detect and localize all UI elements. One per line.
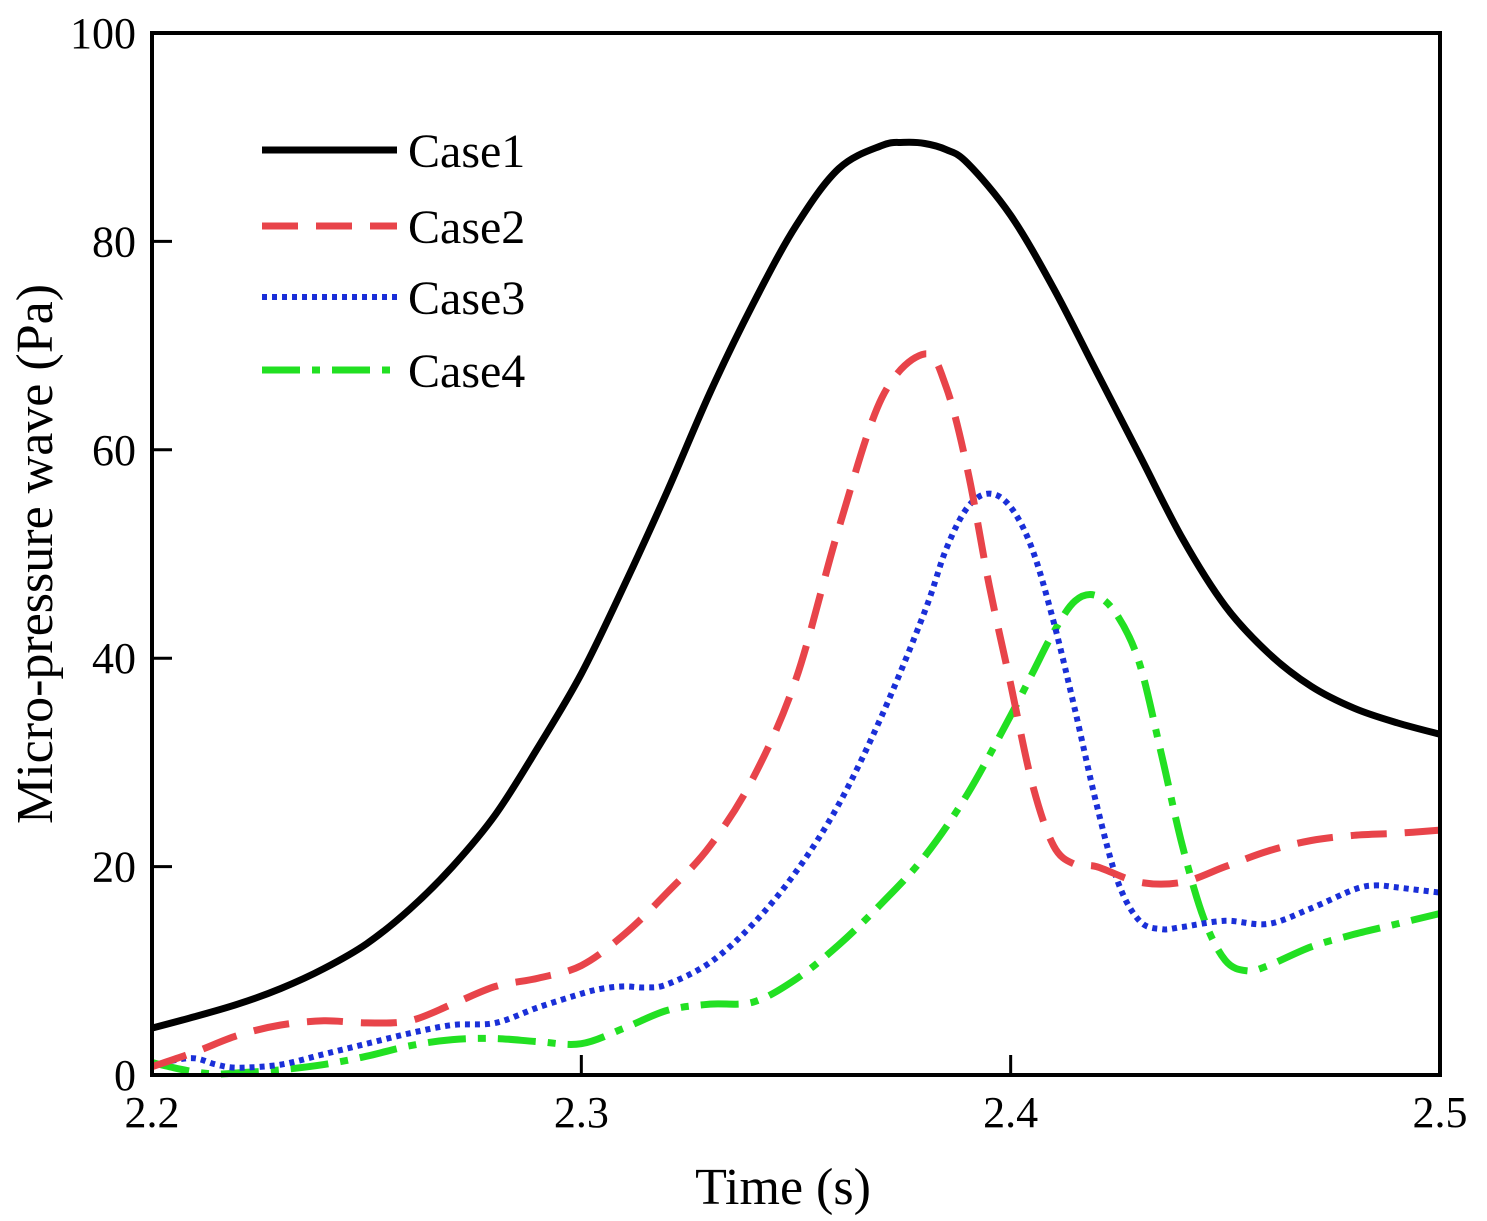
y-axis-title: Micro-pressure wave (Pa) [7,284,64,824]
x-tick-label: 2.4 [983,1088,1038,1137]
series-line-case3 [151,490,1441,1071]
tick-layer: 2.2 2.3 2.4 2.5 0 20 40 60 80 100 [70,9,1468,1137]
x-tick-label: 2.5 [1413,1088,1468,1137]
series-line-case4 [151,591,1441,1078]
legend-label-case1: Case1 [408,125,525,178]
series-line-case2 [150,350,1441,1071]
series-layer [150,138,1441,1078]
legend-label-case4: Case4 [408,345,525,398]
plot-frame [150,31,1442,1077]
series-line-case1 [151,138,1441,1032]
y-tick-label: 20 [92,843,136,892]
legend-item-case3: Case3 [262,272,525,325]
y-tick-label: 100 [70,9,136,58]
legend-label-case2: Case2 [408,201,525,254]
legend-label-case3: Case3 [408,272,525,325]
y-tick-label: 0 [114,1051,136,1100]
legend: Case1 Case2 Case3 Case4 [262,125,525,398]
legend-item-case2: Case2 [262,201,525,254]
x-tick-label: 2.2 [125,1088,180,1137]
legend-item-case1: Case1 [262,125,525,178]
y-tick-label: 80 [92,217,136,266]
y-tick-label: 60 [92,426,136,475]
x-tick-label: 2.3 [554,1088,609,1137]
y-tick-label: 40 [92,634,136,683]
legend-item-case4: Case4 [262,345,525,398]
x-axis-title: Time (s) [695,1159,871,1216]
